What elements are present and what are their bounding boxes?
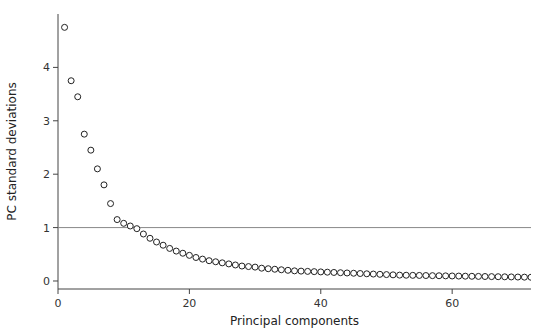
point (147, 235, 153, 241)
point (108, 201, 114, 207)
point (357, 271, 363, 277)
point (81, 131, 87, 137)
point (482, 274, 488, 280)
x-tick-label: 60 (445, 297, 459, 310)
point (140, 231, 146, 237)
point (167, 245, 173, 251)
point (88, 147, 94, 153)
x-tick (452, 289, 453, 294)
point (364, 271, 370, 277)
point (436, 273, 442, 279)
point (127, 223, 133, 229)
point (521, 274, 527, 280)
point (370, 271, 376, 277)
point (311, 269, 317, 275)
point (410, 272, 416, 278)
point (186, 252, 192, 258)
point (206, 258, 212, 264)
point (351, 270, 357, 276)
plot-area (58, 24, 531, 280)
chart: 0 20 40 60 0 1 2 3 4 Principal components PC stand… (0, 0, 547, 335)
point (383, 272, 389, 278)
point (292, 268, 298, 274)
y-tick-label: 1 (43, 222, 50, 235)
point (423, 273, 429, 279)
point (508, 274, 514, 280)
x-axis-line (58, 289, 531, 290)
point (489, 274, 495, 280)
y-tick-label: 3 (43, 115, 50, 128)
point (528, 274, 531, 280)
point (390, 272, 396, 278)
y-tick (53, 67, 58, 68)
y-tick (53, 280, 58, 281)
point (193, 254, 199, 260)
point (114, 217, 120, 223)
point (160, 242, 166, 248)
point (324, 269, 330, 275)
x-tick (320, 289, 321, 294)
y-axis-line (58, 14, 59, 289)
x-tick-label: 0 (55, 297, 62, 310)
point (252, 264, 258, 270)
point (246, 264, 252, 270)
point (515, 274, 521, 280)
y-tick-label: 0 (43, 275, 50, 288)
x-tick (58, 289, 59, 294)
point (305, 268, 311, 274)
point (94, 166, 100, 172)
point (226, 261, 232, 267)
point (298, 268, 304, 274)
point (502, 274, 508, 280)
y-tick-label: 4 (43, 61, 50, 74)
point (397, 272, 403, 278)
point (403, 272, 409, 278)
point (495, 274, 501, 280)
point (134, 226, 140, 232)
point (121, 220, 127, 226)
point (68, 78, 74, 84)
point (318, 269, 324, 275)
point (429, 273, 435, 279)
point (259, 265, 265, 271)
x-axis-label: Principal components (230, 314, 359, 328)
point (239, 263, 245, 269)
y-tick (53, 120, 58, 121)
point (232, 262, 238, 268)
point (213, 259, 219, 265)
point (285, 267, 291, 273)
point (219, 260, 225, 266)
x-tick-label: 40 (314, 297, 328, 310)
point (377, 271, 383, 277)
point (62, 24, 68, 30)
y-tick (53, 227, 58, 228)
point (469, 273, 475, 279)
point (154, 239, 160, 245)
point (272, 266, 278, 272)
point (278, 267, 284, 273)
y-axis-label: PC standard deviations (5, 82, 19, 221)
point (265, 266, 271, 272)
point (200, 256, 206, 262)
point (416, 272, 422, 278)
point (101, 182, 107, 188)
point (344, 270, 350, 276)
x-tick (189, 289, 190, 294)
y-tick-label: 2 (43, 168, 50, 181)
point (443, 273, 449, 279)
x-tick-label: 20 (182, 297, 196, 310)
point (462, 273, 468, 279)
point (449, 273, 455, 279)
point (331, 269, 337, 275)
point (180, 250, 186, 256)
point (337, 270, 343, 276)
point (173, 248, 179, 254)
point (75, 94, 81, 100)
point (475, 273, 481, 279)
point (456, 273, 462, 279)
y-tick (53, 174, 58, 175)
